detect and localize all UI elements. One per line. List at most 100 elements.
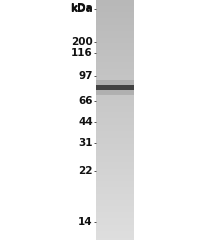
Bar — [96, 117, 134, 118]
Bar — [96, 236, 134, 237]
Bar — [96, 17, 134, 18]
Bar — [96, 92, 134, 93]
Bar — [96, 36, 134, 37]
Bar — [96, 24, 134, 25]
Bar — [96, 167, 134, 168]
Bar — [96, 158, 134, 159]
Bar — [96, 235, 134, 236]
Bar — [96, 80, 134, 81]
Bar — [96, 110, 134, 111]
Text: kDa: kDa — [70, 4, 93, 13]
Bar — [96, 177, 134, 178]
Bar — [96, 99, 134, 100]
Bar — [96, 111, 134, 112]
Bar — [96, 221, 134, 222]
Bar — [96, 79, 134, 85]
Bar — [96, 44, 134, 45]
Bar — [96, 143, 134, 144]
Bar — [96, 103, 134, 104]
Bar — [96, 115, 134, 116]
Bar — [96, 14, 134, 15]
Bar — [96, 194, 134, 195]
Bar — [96, 159, 134, 160]
Bar — [96, 193, 134, 194]
Bar — [96, 32, 134, 33]
Bar — [96, 53, 134, 54]
Bar — [96, 74, 134, 75]
Bar — [96, 0, 134, 1]
Bar — [96, 96, 134, 97]
Bar — [96, 21, 134, 22]
Bar — [96, 116, 134, 117]
Bar — [96, 180, 134, 181]
Bar — [96, 217, 134, 218]
Bar — [96, 34, 134, 35]
Bar — [96, 188, 134, 189]
Bar — [96, 51, 134, 52]
Bar — [96, 8, 134, 9]
Bar — [96, 138, 134, 139]
Bar — [96, 13, 134, 14]
Bar — [96, 73, 134, 74]
Bar — [96, 41, 134, 42]
Bar — [96, 40, 134, 41]
Bar — [96, 107, 134, 108]
Bar — [96, 122, 134, 123]
Bar — [96, 168, 134, 169]
Bar — [96, 133, 134, 134]
Bar — [96, 64, 134, 65]
Bar — [96, 203, 134, 204]
Bar — [96, 205, 134, 206]
Bar — [96, 165, 134, 166]
Bar — [96, 227, 134, 228]
Bar — [96, 124, 134, 125]
Bar — [96, 31, 134, 32]
Bar — [96, 160, 134, 161]
Bar — [96, 66, 134, 67]
Bar — [96, 229, 134, 230]
Bar — [96, 146, 134, 147]
Bar — [96, 100, 134, 101]
Bar — [96, 232, 134, 233]
Bar — [96, 156, 134, 157]
Bar — [96, 101, 134, 102]
Bar — [96, 85, 134, 86]
Bar — [96, 131, 134, 132]
Bar — [96, 39, 134, 40]
Bar — [96, 88, 134, 89]
Bar — [96, 199, 134, 200]
Bar — [96, 5, 134, 6]
Bar — [96, 151, 134, 152]
Text: 22: 22 — [78, 166, 93, 176]
Bar — [96, 163, 134, 164]
Bar — [96, 79, 134, 80]
Bar — [96, 15, 134, 16]
Bar — [96, 185, 134, 186]
Bar — [96, 184, 134, 185]
Bar — [96, 208, 134, 209]
Bar — [96, 226, 134, 227]
Bar — [96, 196, 134, 197]
Bar — [96, 214, 134, 215]
Bar — [96, 57, 134, 58]
Bar — [96, 43, 134, 44]
Bar — [96, 228, 134, 229]
Bar — [96, 202, 134, 203]
Bar — [96, 222, 134, 223]
Bar — [96, 23, 134, 24]
Bar — [96, 119, 134, 120]
Bar — [96, 65, 134, 66]
Bar — [96, 49, 134, 50]
Bar — [96, 153, 134, 154]
Bar — [96, 191, 134, 192]
Bar — [96, 90, 134, 91]
Bar — [96, 118, 134, 119]
Bar — [96, 231, 134, 232]
Bar — [96, 59, 134, 60]
Bar — [96, 125, 134, 126]
Bar — [96, 68, 134, 69]
Bar — [96, 132, 134, 133]
Bar — [96, 4, 134, 5]
Bar — [96, 33, 134, 34]
Text: 97: 97 — [78, 71, 93, 81]
